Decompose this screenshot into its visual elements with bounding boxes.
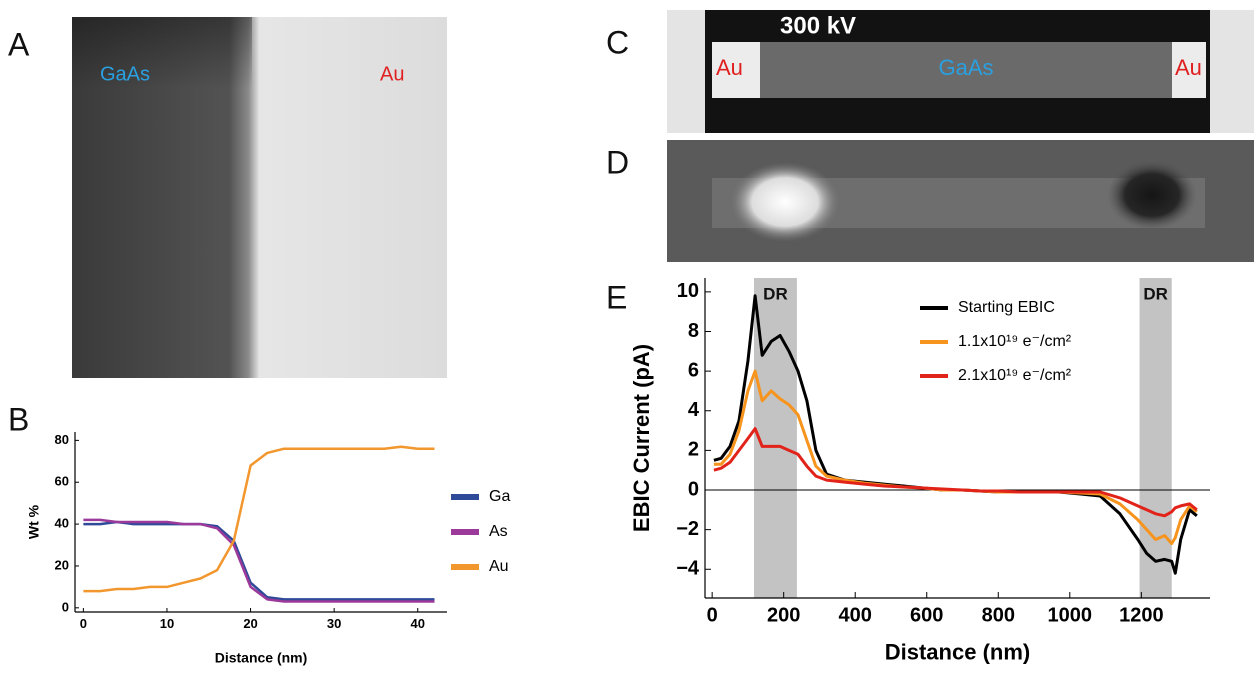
legend-label: Au (489, 558, 509, 575)
panel-letter: E (606, 279, 627, 315)
x-axis-label: Distance (nm) (215, 649, 308, 665)
y-tick-label: 80 (55, 432, 69, 447)
shaded-region (753, 278, 797, 598)
voltage-label: 300 kV (780, 12, 856, 39)
y-tick-label: 8 (688, 320, 699, 342)
x-tick-label: 400 (839, 604, 872, 626)
material-label: GaAs (938, 55, 993, 80)
x-axis-label: Distance (nm) (885, 640, 1030, 665)
series-line (83, 518, 435, 603)
ebic-bright-region (730, 162, 840, 242)
y-tick-label: 10 (677, 280, 699, 302)
x-tick-label: 40 (411, 616, 425, 631)
micrograph-au (1172, 42, 1206, 98)
x-tick-label: 0 (80, 616, 87, 631)
series-line (83, 520, 435, 601)
y-tick-label: 40 (55, 516, 69, 531)
series-line (83, 445, 435, 593)
x-tick-label: 0 (707, 604, 718, 626)
panel-letter: C (606, 24, 629, 60)
x-tick-label: 10 (160, 616, 174, 631)
material-label: Au (380, 63, 404, 85)
legend-label: Starting EBIC (958, 299, 1055, 316)
x-tick-label: 200 (767, 604, 800, 626)
y-axis-label: Wt % (26, 504, 42, 539)
y-tick-label: 4 (688, 399, 700, 421)
region-label: DR (1143, 284, 1168, 303)
material-label: GaAs (100, 63, 150, 85)
x-tick-label: 800 (982, 604, 1015, 626)
material-label: Au (1175, 55, 1202, 80)
y-tick-label: 0 (688, 478, 699, 500)
y-tick-label: 2 (688, 439, 699, 461)
micrograph-au (712, 42, 760, 98)
x-tick-label: 600 (910, 604, 943, 626)
micrograph-shade (72, 17, 252, 378)
y-tick-label: 60 (55, 474, 69, 489)
shaded-region (1139, 278, 1172, 598)
x-tick-label: 1000 (1048, 604, 1093, 626)
panel-letter: D (606, 144, 629, 180)
material-label: Au (716, 55, 743, 80)
y-tick-label: 0 (62, 599, 69, 614)
x-tick-label: 30 (327, 616, 341, 631)
legend-label: 2.1x10¹⁹ e⁻/cm² (958, 367, 1072, 384)
y-tick-label: −2 (676, 518, 699, 540)
y-tick-label: 6 (688, 359, 699, 381)
series-line (713, 427, 1198, 518)
panel-letter: B (8, 401, 29, 437)
panel-letter: A (8, 26, 30, 62)
legend-label: As (489, 523, 508, 540)
y-tick-label: 20 (55, 557, 69, 572)
region-label: DR (763, 284, 788, 303)
legend-label: 1.1x10¹⁹ e⁻/cm² (958, 333, 1072, 350)
micrograph-gaas (760, 42, 1172, 98)
x-tick-label: 1200 (1119, 604, 1164, 626)
ebic-dark-region (1107, 160, 1197, 230)
y-tick-label: −4 (676, 558, 700, 580)
x-tick-label: 20 (243, 616, 257, 631)
legend-label: Ga (489, 488, 510, 505)
y-axis-label: EBIC Current (pA) (629, 344, 654, 532)
